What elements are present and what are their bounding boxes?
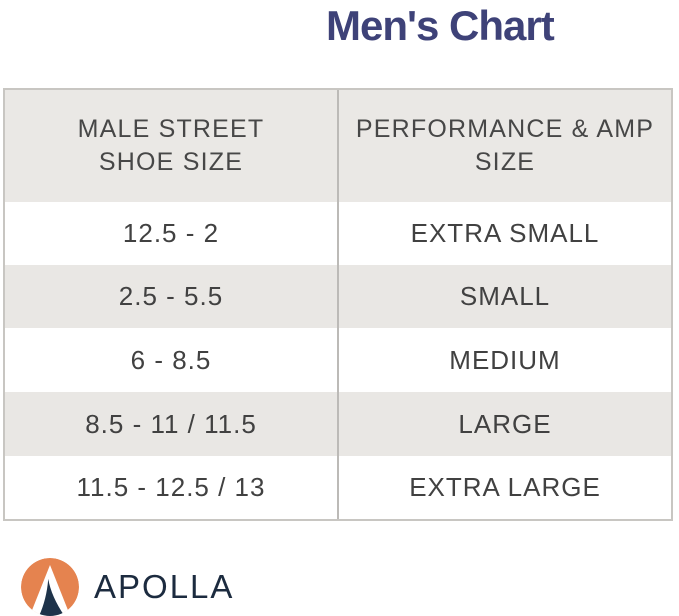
amp-size-cell: EXTRA SMALL [410, 218, 600, 248]
apolla-logo-icon [21, 558, 79, 616]
column-header-amp-size: PERFORMANCE & AMP SIZE [339, 90, 671, 202]
table-row: 6 - 8.5 MEDIUM [5, 328, 671, 392]
page-title: Men's Chart [326, 2, 555, 49]
amp-size-cell: EXTRA LARGE [409, 472, 601, 502]
size-table: MALE STREET SHOE SIZE PERFORMANCE & AMP … [3, 88, 673, 521]
shoe-size-cell: 6 - 8.5 [5, 328, 339, 392]
table-row: 11.5 - 12.5 / 13 EXTRA LARGE [5, 456, 671, 519]
table-row: 8.5 - 11 / 11.5 LARGE [5, 392, 671, 456]
amp-size-cell: MEDIUM [449, 344, 561, 375]
brand-name: APOLLA [94, 568, 235, 605]
table-row: 12.5 - 2 EXTRA SMALL [5, 202, 671, 265]
amp-size-cell: LARGE [458, 408, 552, 439]
shoe-size-cell: 12.5 - 2 [5, 202, 339, 265]
column-header-label: MALE STREET SHOE SIZE [77, 115, 265, 176]
shoe-size-cell: 8.5 - 11 / 11.5 [5, 392, 339, 456]
brand-footer: APOLLA [21, 558, 234, 616]
table-row: 2.5 - 5.5 SMALL [5, 265, 671, 328]
column-header-label: PERFORMANCE & AMP SIZE [355, 115, 655, 176]
column-header-shoe-size: MALE STREET SHOE SIZE [5, 90, 339, 202]
table-header-row: MALE STREET SHOE SIZE PERFORMANCE & AMP … [5, 90, 671, 202]
shoe-size-cell: 11.5 - 12.5 / 13 [5, 456, 339, 519]
shoe-size-cell: 2.5 - 5.5 [5, 265, 339, 328]
amp-size-cell: SMALL [459, 281, 551, 311]
